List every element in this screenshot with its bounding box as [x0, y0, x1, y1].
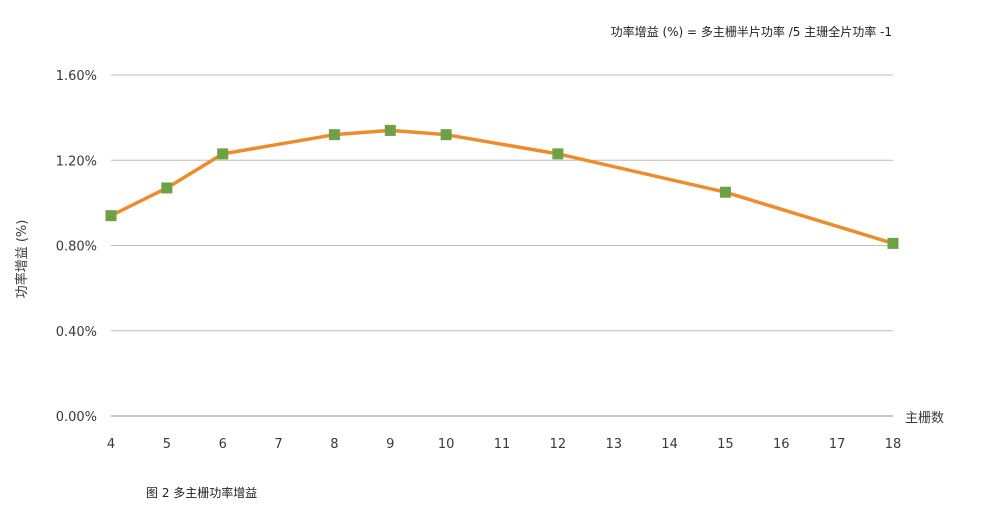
data-point-marker	[105, 210, 117, 222]
x-tick-label: 18	[885, 437, 902, 452]
y-tick-label: 1.60%	[56, 69, 97, 84]
formula-annotation: 功率增益 (%) = 多主栅半片功率 /5 主珊全片功率 -1	[611, 24, 892, 39]
x-tick-label: 11	[494, 437, 511, 452]
figure-caption: 图 2 多主栅功率增益	[146, 486, 258, 500]
data-point-marker	[440, 129, 452, 141]
data-point-marker	[552, 148, 564, 160]
data-point-marker	[887, 237, 899, 249]
x-tick-label: 5	[163, 437, 171, 452]
x-tick-labels: 4 5 6 7 8 9 10 11 12 13 14 15 16 17 18	[107, 437, 901, 452]
x-tick-label: 8	[330, 437, 338, 452]
x-tick-label: 10	[438, 437, 455, 452]
series-markers	[105, 124, 899, 249]
x-tick-label: 9	[386, 437, 394, 452]
x-tick-label: 14	[661, 437, 678, 452]
x-tick-label: 4	[107, 437, 115, 452]
x-tick-label: 17	[829, 437, 846, 452]
x-tick-label: 7	[274, 437, 282, 452]
gridlines	[111, 74, 893, 332]
data-point-marker	[719, 186, 731, 198]
data-point-marker	[328, 129, 340, 141]
x-tick-label: 16	[773, 437, 790, 452]
data-point-marker	[217, 148, 229, 160]
x-tick-label: 15	[717, 437, 734, 452]
y-tick-labels: 0.00% 0.40% 0.80% 1.20% 1.60%	[56, 69, 97, 425]
x-axis-label: 主栅数	[905, 411, 944, 426]
y-tick-label: 0.40%	[56, 325, 97, 340]
x-tick-label: 13	[605, 437, 622, 452]
data-point-marker	[161, 182, 173, 194]
series-line	[109, 128, 895, 246]
y-tick-label: 0.00%	[56, 410, 97, 425]
y-tick-label: 1.20%	[56, 154, 97, 169]
y-tick-label: 0.80%	[56, 240, 97, 255]
data-point-marker	[384, 124, 396, 136]
x-tick-label: 6	[219, 437, 227, 452]
x-tick-label: 12	[550, 437, 567, 452]
y-axis-label: 功率增益 (%)	[14, 220, 30, 299]
